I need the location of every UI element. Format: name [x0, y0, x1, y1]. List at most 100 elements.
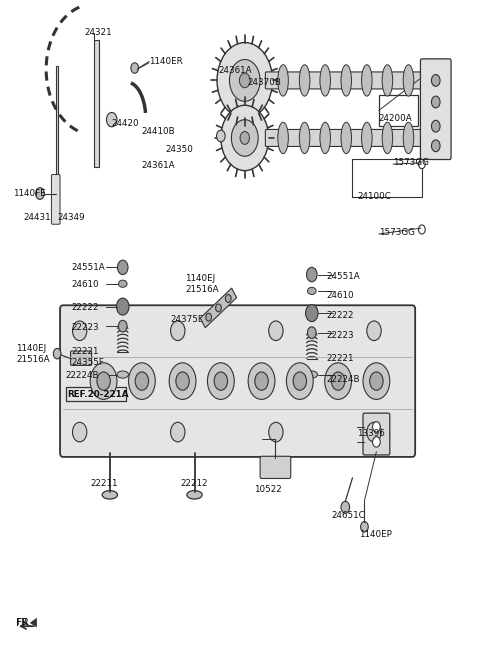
Ellipse shape [320, 65, 330, 96]
Circle shape [367, 321, 381, 341]
Ellipse shape [119, 280, 127, 288]
Text: 24431: 24431 [24, 213, 51, 222]
Circle shape [269, 321, 283, 341]
Circle shape [432, 121, 440, 132]
Circle shape [419, 160, 425, 169]
Ellipse shape [308, 288, 316, 295]
Text: 13396: 13396 [357, 429, 385, 438]
FancyBboxPatch shape [265, 130, 432, 147]
Text: 22211: 22211 [91, 479, 118, 487]
Circle shape [419, 225, 425, 234]
Ellipse shape [306, 371, 318, 378]
Text: 22223: 22223 [72, 323, 99, 332]
Text: 22223: 22223 [326, 331, 354, 341]
Circle shape [221, 105, 269, 171]
Text: 24551A: 24551A [72, 263, 105, 272]
Circle shape [432, 140, 440, 152]
Circle shape [131, 63, 139, 73]
Text: 22221: 22221 [72, 347, 99, 356]
Circle shape [363, 363, 390, 400]
Circle shape [169, 363, 196, 400]
Text: 1140EP: 1140EP [359, 530, 392, 539]
Circle shape [306, 305, 318, 322]
Circle shape [107, 113, 117, 127]
Circle shape [72, 321, 87, 341]
Text: 24100C: 24100C [357, 193, 391, 201]
Circle shape [170, 422, 185, 442]
Ellipse shape [382, 122, 393, 154]
Text: 22212: 22212 [180, 479, 208, 487]
Circle shape [129, 363, 156, 400]
Ellipse shape [382, 65, 393, 96]
Text: 22224B: 22224B [326, 375, 360, 384]
Circle shape [231, 120, 258, 157]
Circle shape [240, 132, 250, 144]
Text: 1140EJ: 1140EJ [185, 274, 215, 283]
Circle shape [90, 363, 117, 400]
Circle shape [240, 73, 250, 88]
Ellipse shape [117, 371, 129, 378]
Circle shape [331, 372, 345, 390]
Ellipse shape [300, 122, 310, 154]
Circle shape [229, 60, 260, 102]
Circle shape [36, 187, 44, 199]
Text: 10522: 10522 [254, 485, 282, 494]
Circle shape [372, 437, 380, 447]
Polygon shape [94, 40, 99, 168]
Text: 24321: 24321 [84, 28, 112, 37]
Ellipse shape [187, 491, 202, 499]
FancyBboxPatch shape [260, 457, 291, 479]
Circle shape [341, 501, 349, 513]
Text: FR.: FR. [16, 618, 32, 628]
Text: REF.20-221A: REF.20-221A [68, 390, 129, 400]
Circle shape [207, 363, 234, 400]
Text: 24410B: 24410B [142, 127, 176, 136]
Circle shape [206, 313, 212, 321]
Ellipse shape [403, 122, 414, 154]
Circle shape [372, 422, 380, 432]
Ellipse shape [341, 122, 351, 154]
Circle shape [119, 320, 127, 332]
FancyBboxPatch shape [420, 59, 451, 160]
Ellipse shape [403, 65, 414, 96]
Circle shape [432, 75, 440, 86]
Polygon shape [56, 66, 58, 183]
Circle shape [360, 521, 368, 532]
Circle shape [293, 372, 307, 390]
Circle shape [135, 372, 149, 390]
Ellipse shape [320, 122, 330, 154]
Text: 21516A: 21516A [185, 285, 218, 294]
Circle shape [216, 130, 225, 142]
Text: 1140EJ: 1140EJ [16, 344, 46, 353]
Text: 22222: 22222 [326, 311, 354, 320]
FancyBboxPatch shape [51, 174, 60, 224]
Ellipse shape [102, 491, 118, 499]
Circle shape [53, 348, 61, 359]
FancyBboxPatch shape [60, 305, 415, 457]
Text: 24370B: 24370B [247, 78, 281, 87]
Circle shape [214, 372, 228, 390]
Text: 22224B: 22224B [65, 371, 99, 380]
Text: 24350: 24350 [166, 145, 194, 153]
Text: 24361A: 24361A [142, 161, 176, 170]
Circle shape [307, 267, 317, 282]
FancyBboxPatch shape [363, 413, 390, 455]
Text: 1573GG: 1573GG [379, 228, 415, 237]
Text: 24349: 24349 [57, 213, 85, 222]
Text: 24361A: 24361A [218, 66, 252, 75]
Ellipse shape [300, 65, 310, 96]
Text: 21516A: 21516A [16, 355, 49, 364]
Circle shape [248, 363, 275, 400]
Circle shape [72, 422, 87, 442]
Text: 24355F: 24355F [72, 358, 105, 367]
Ellipse shape [278, 65, 288, 96]
FancyBboxPatch shape [71, 351, 92, 365]
Circle shape [255, 372, 268, 390]
Circle shape [308, 327, 316, 339]
Text: 22222: 22222 [72, 303, 99, 312]
Circle shape [324, 363, 351, 400]
Circle shape [97, 372, 110, 390]
Circle shape [216, 304, 221, 312]
Text: 24200A: 24200A [379, 114, 412, 123]
Text: 24651C: 24651C [331, 511, 365, 519]
